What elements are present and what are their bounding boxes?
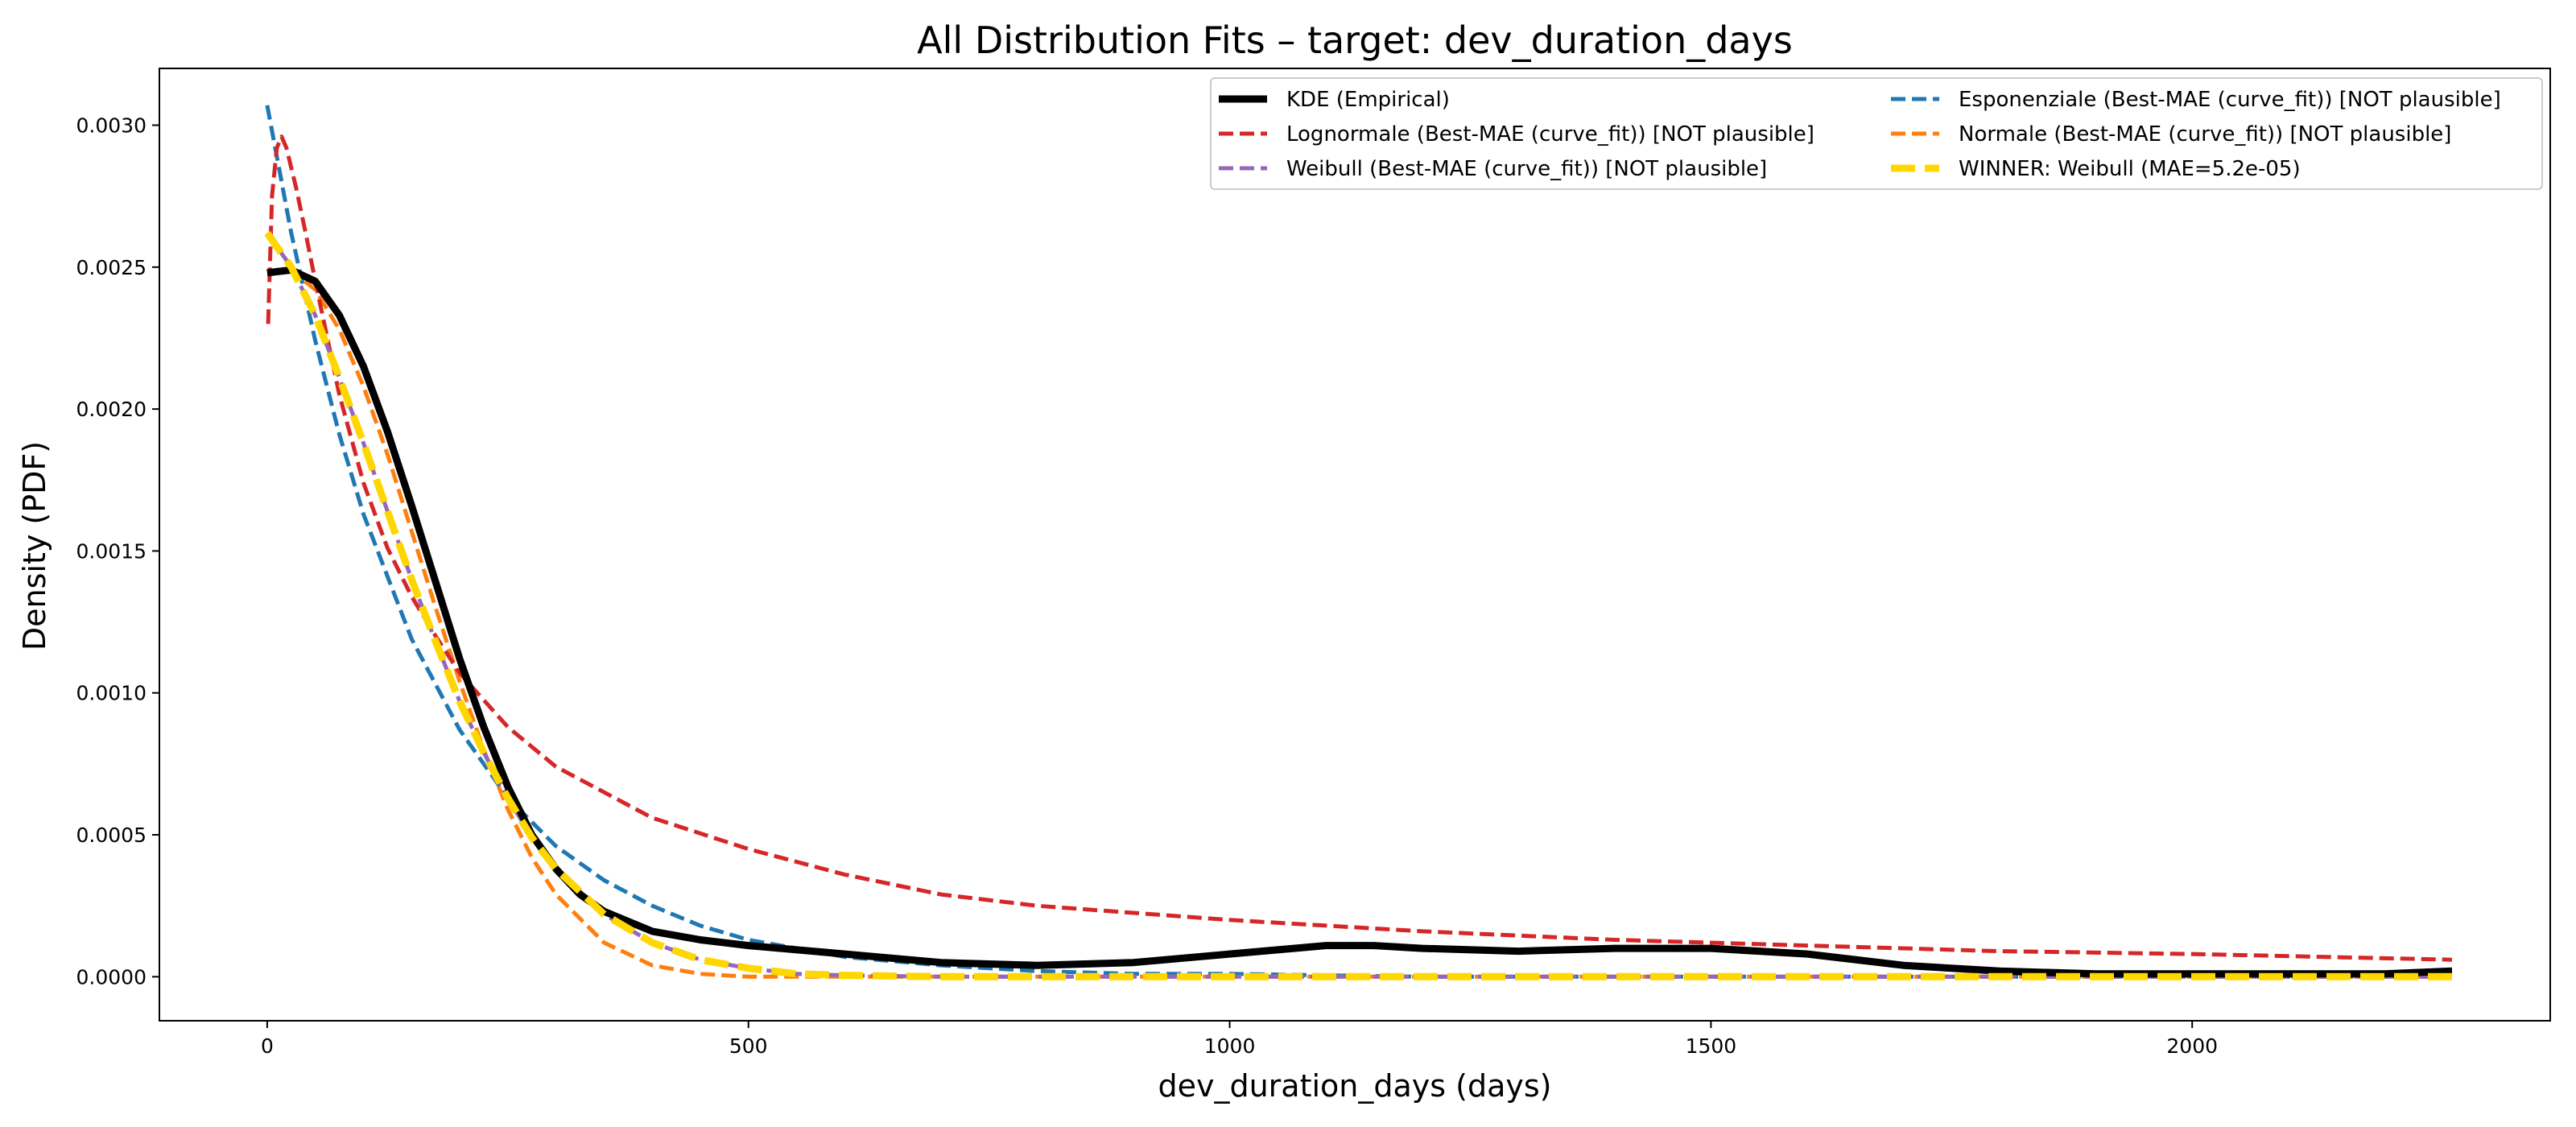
y-tick-label: 0.0020 [76, 398, 147, 421]
y-tick-label: 0.0000 [76, 965, 147, 989]
legend: KDE (Empirical) Lognormale (Best-MAE (cur… [1210, 77, 2543, 190]
x-tick-label: 1000 [1204, 1034, 1256, 1058]
series-line-2 [265, 232, 2452, 979]
x-axis-label: dev_duration_days (days) [1158, 1068, 1551, 1104]
plot-frame [159, 68, 2551, 1022]
x-tick-label: 2000 [2166, 1034, 2218, 1058]
legend-label: KDE (Empirical) [1286, 88, 1450, 112]
series-line-1 [266, 134, 2453, 962]
series-line-4 [266, 267, 2452, 979]
y-tick-label: 0.0005 [76, 824, 147, 847]
legend-label: Esponenziale (Best-MAE (curve_fit)) [NOT… [1959, 88, 2501, 112]
plot-lines [264, 105, 2453, 980]
series-line-5 [264, 230, 2452, 980]
x-tick-label: 500 [729, 1034, 768, 1058]
legend-box [1210, 77, 2543, 190]
y-tick-label: 0.0015 [76, 539, 147, 563]
x-tick-label: 1500 [1686, 1034, 1737, 1058]
series-line-3 [265, 105, 2452, 979]
chart-title: All Distribution Fits – target: dev_dura… [917, 19, 1793, 62]
y-tick-label: 0.0010 [76, 682, 147, 705]
legend-label: Normale (Best-MAE (curve_fit)) [NOT plau… [1959, 122, 2451, 147]
x-tick-label: 0 [261, 1034, 274, 1058]
legend-label: WINNER: Weibull (MAE=5.2e-05) [1959, 157, 2301, 181]
legend-label: Lognormale (Best-MAE (curve_fit)) [NOT p… [1286, 122, 1814, 147]
y-tick-label: 0.0030 [76, 114, 147, 138]
y-axis-label: Density (PDF) [17, 441, 52, 650]
axes: 0 500 1000 1500 2000 0.0000 0.0005 0.0010 0.0015… [76, 68, 2551, 1058]
series-line-0 [266, 266, 2453, 978]
legend-label: Weibull (Best-MAE (curve_fit)) [NOT plau… [1286, 157, 1767, 181]
y-tick-label: 0.0025 [76, 256, 147, 279]
